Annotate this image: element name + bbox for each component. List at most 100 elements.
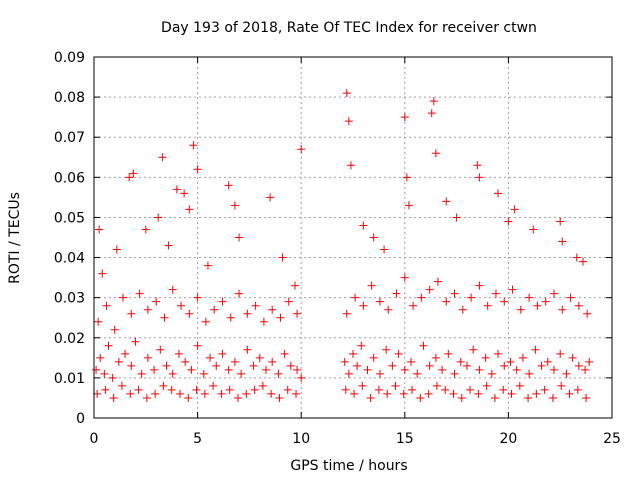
x-axis-label: GPS time / hours xyxy=(290,458,407,474)
data-point xyxy=(494,349,503,358)
data-point xyxy=(168,285,177,294)
y-axis-label: ROTI / TECUs xyxy=(7,192,23,284)
data-point xyxy=(344,117,353,126)
data-point xyxy=(250,385,259,394)
data-point xyxy=(537,361,546,370)
data-point xyxy=(374,385,383,394)
data-point xyxy=(516,305,525,314)
x-tick-label: 10 xyxy=(292,431,310,447)
data-point xyxy=(382,345,391,354)
data-point xyxy=(261,365,270,374)
data-point xyxy=(409,301,418,310)
data-point xyxy=(212,361,221,370)
data-point xyxy=(349,349,357,358)
data-point xyxy=(578,257,587,266)
data-point xyxy=(284,297,293,306)
data-point xyxy=(203,261,212,270)
data-point xyxy=(108,373,117,382)
data-point xyxy=(369,353,378,362)
data-point xyxy=(193,293,202,302)
data-point xyxy=(450,369,459,378)
data-point xyxy=(193,341,202,350)
data-point xyxy=(218,297,227,306)
data-point xyxy=(243,345,252,354)
data-points xyxy=(92,89,594,402)
data-point xyxy=(525,369,534,378)
data-point xyxy=(425,285,434,294)
data-point xyxy=(164,241,173,250)
data-point xyxy=(268,357,277,366)
data-point xyxy=(432,381,441,390)
data-point xyxy=(375,297,384,306)
data-point xyxy=(224,365,233,374)
data-point xyxy=(456,357,465,366)
data-point xyxy=(117,381,126,390)
data-point xyxy=(388,361,397,370)
data-point xyxy=(255,353,264,362)
data-point xyxy=(189,141,198,150)
data-point xyxy=(475,281,484,290)
data-point xyxy=(109,393,118,402)
data-point xyxy=(566,293,575,302)
x-tick-label: 0 xyxy=(90,431,99,447)
x-tick-label: 20 xyxy=(499,431,517,447)
data-point xyxy=(582,393,591,402)
data-point xyxy=(110,325,119,334)
data-point xyxy=(487,369,496,378)
data-point xyxy=(96,353,105,362)
data-point xyxy=(402,173,411,182)
data-point xyxy=(466,385,475,394)
data-point xyxy=(358,381,367,390)
data-point xyxy=(506,357,515,366)
grid-layer xyxy=(94,57,612,418)
y-tick-label: 0.03 xyxy=(54,291,85,307)
data-point xyxy=(481,353,490,362)
data-point xyxy=(242,389,251,398)
data-point xyxy=(267,389,276,398)
data-point xyxy=(114,357,123,366)
data-point xyxy=(206,353,215,362)
data-point xyxy=(292,389,301,398)
data-point xyxy=(160,313,169,322)
data-point xyxy=(297,145,306,154)
data-point xyxy=(473,161,482,170)
data-point xyxy=(458,305,467,314)
data-point xyxy=(562,369,571,378)
data-point xyxy=(121,349,130,358)
data-point xyxy=(500,297,509,306)
data-point xyxy=(518,353,527,362)
data-point xyxy=(199,369,208,378)
data-point xyxy=(413,369,422,378)
data-point xyxy=(425,361,434,370)
data-point xyxy=(449,389,458,398)
data-point xyxy=(441,385,450,394)
data-point xyxy=(150,365,159,374)
data-point xyxy=(346,161,355,170)
y-tick-label: 0.04 xyxy=(54,251,85,267)
data-point xyxy=(500,361,509,370)
data-point xyxy=(168,369,177,378)
data-point xyxy=(126,389,135,398)
data-point xyxy=(218,349,227,358)
data-point xyxy=(366,393,375,402)
data-point xyxy=(266,193,275,202)
data-point xyxy=(431,353,440,362)
data-point xyxy=(137,369,146,378)
data-point xyxy=(581,365,590,374)
data-point xyxy=(416,393,425,402)
data-point xyxy=(129,169,138,178)
data-point xyxy=(359,301,368,310)
data-point xyxy=(399,389,408,398)
data-point xyxy=(474,389,483,398)
data-point xyxy=(125,173,134,182)
data-point xyxy=(143,305,152,314)
data-point xyxy=(141,225,150,234)
data-point xyxy=(180,189,189,198)
data-point xyxy=(243,309,252,318)
data-point xyxy=(143,353,152,362)
data-point xyxy=(357,341,366,350)
data-point xyxy=(230,201,239,210)
data-point xyxy=(574,301,583,310)
data-point xyxy=(525,293,534,302)
